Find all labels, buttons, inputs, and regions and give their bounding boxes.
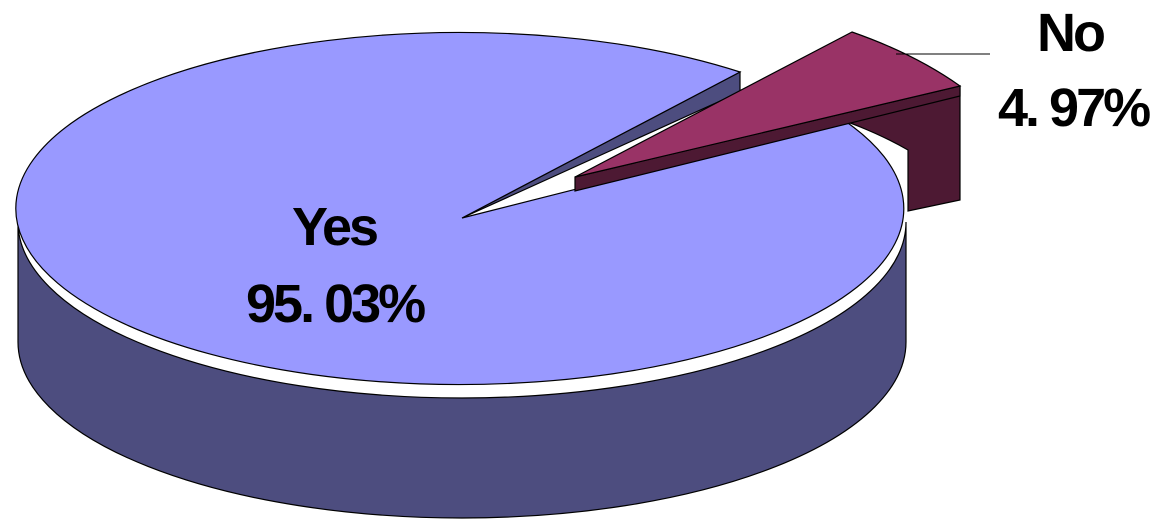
pie-slice-yes: [15, 31, 907, 519]
pie-slice-yes-top: [15, 31, 905, 386]
pie-slice-no: [574, 31, 962, 212]
pie-slice-no-top: [574, 31, 962, 178]
pie-slice-yes-side: [17, 221, 907, 519]
slice-label-yes: Yes: [292, 197, 377, 257]
slice-value-yes: 95. 03%: [246, 274, 425, 334]
slice-label-no: No: [1037, 3, 1104, 63]
slice-value-no: 4. 97%: [998, 78, 1150, 138]
